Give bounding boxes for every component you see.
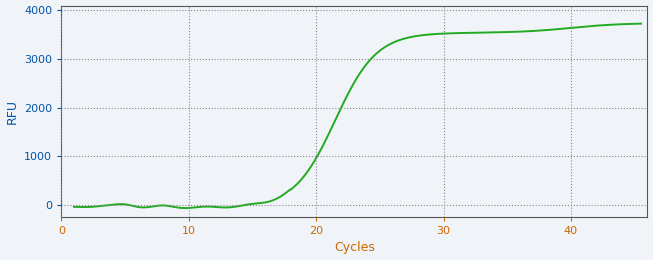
Y-axis label: RFU: RFU — [6, 99, 18, 124]
X-axis label: Cycles: Cycles — [334, 242, 375, 255]
